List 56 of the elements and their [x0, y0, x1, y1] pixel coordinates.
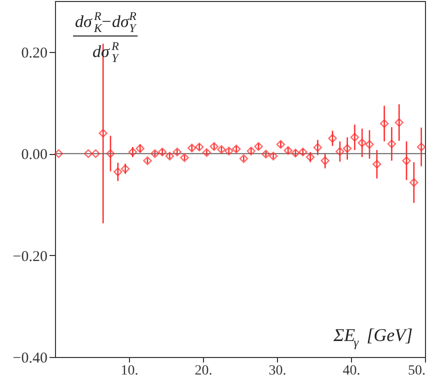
- point: [320, 156, 330, 166]
- x-tick-label: 30.: [268, 364, 286, 378]
- point: [380, 119, 389, 128]
- point: [158, 148, 167, 156]
- point: [306, 152, 315, 162]
- point: [276, 140, 286, 149]
- point: [365, 140, 374, 149]
- point: [328, 134, 337, 143]
- point: [202, 148, 212, 157]
- point: [232, 144, 241, 154]
- y-tick-label: −0.40: [12, 350, 48, 366]
- point: [372, 160, 382, 169]
- point: [394, 118, 404, 127]
- point: [291, 148, 300, 158]
- point: [387, 140, 396, 148]
- point: [91, 149, 100, 158]
- y-tick-label: 0.00: [21, 147, 48, 164]
- point: [358, 138, 366, 148]
- point: [342, 144, 352, 153]
- point: [120, 164, 130, 174]
- point: [188, 144, 196, 152]
- y-tick-label: −0.20: [12, 248, 48, 265]
- point: [143, 156, 152, 166]
- x-tick-label: 40.: [342, 364, 360, 378]
- point: [313, 143, 322, 152]
- point: [298, 148, 308, 156]
- point: [194, 142, 204, 152]
- x-tick-label: 50.: [408, 364, 426, 378]
- point: [136, 144, 144, 153]
- point: [114, 168, 122, 176]
- point: [165, 152, 174, 160]
- x-tick-label: 20.: [194, 364, 212, 378]
- point: [224, 146, 234, 156]
- point: [336, 147, 344, 156]
- point: [350, 132, 360, 142]
- point: [172, 148, 182, 156]
- point: [106, 149, 115, 158]
- point: [416, 142, 426, 152]
- point: [128, 148, 138, 156]
- y-tick-label: 0.20: [21, 45, 48, 62]
- point: [210, 142, 218, 151]
- point: [402, 156, 411, 166]
- point: [150, 149, 160, 158]
- point: [268, 152, 278, 160]
- point: [246, 146, 256, 156]
- point: [217, 145, 226, 154]
- point: [262, 150, 270, 158]
- point: [254, 142, 263, 151]
- point: [284, 146, 292, 155]
- point: [180, 153, 189, 162]
- point: [239, 154, 248, 164]
- point: [54, 149, 64, 158]
- point: [410, 178, 418, 187]
- point: [84, 149, 93, 158]
- point: [98, 128, 108, 138]
- x-tick-label: 10.: [120, 364, 138, 378]
